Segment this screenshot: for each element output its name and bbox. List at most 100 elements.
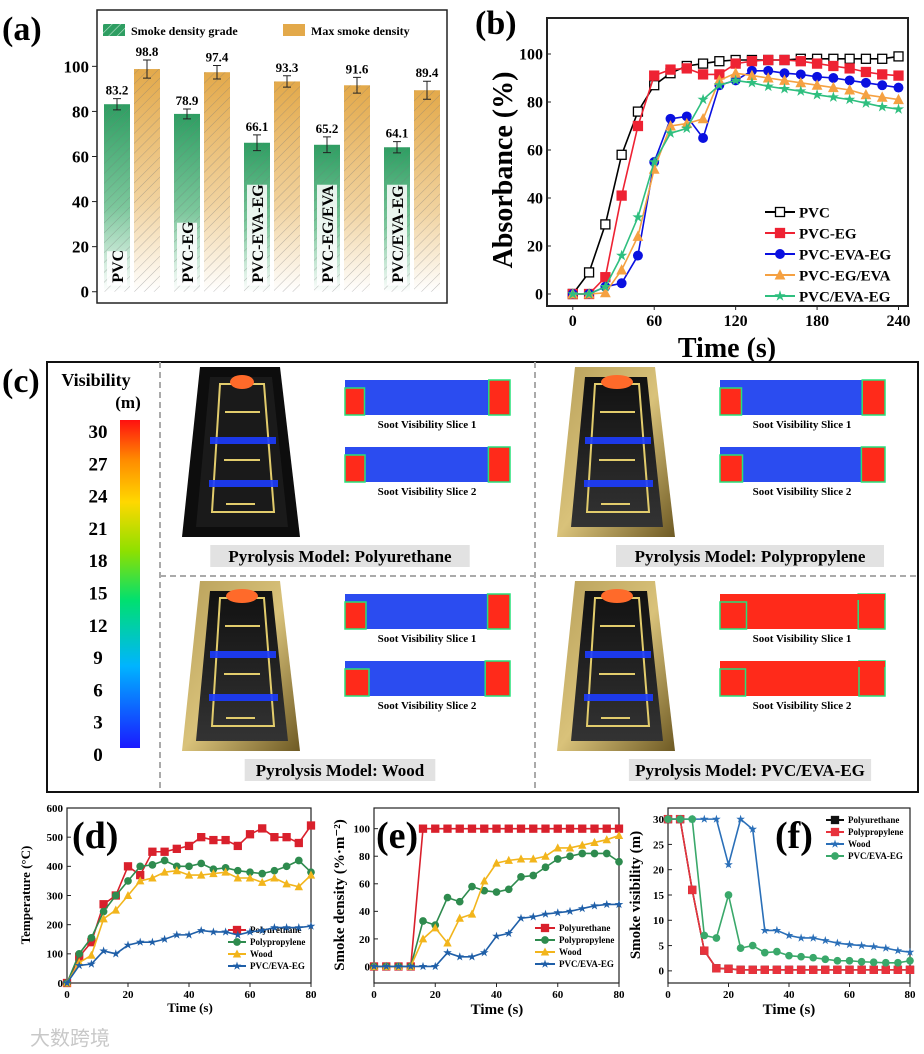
data-point	[418, 961, 428, 971]
data-point	[688, 815, 697, 823]
x-axis-label: Time (s)	[678, 333, 776, 364]
data-point	[730, 74, 742, 86]
data-point	[443, 948, 452, 957]
slice-red-region	[487, 446, 511, 483]
data-point	[528, 912, 538, 921]
fire-source	[601, 375, 633, 389]
data-point	[541, 824, 550, 833]
colorbar-title: Visibility	[61, 370, 130, 390]
data-point	[649, 70, 660, 81]
data-point	[827, 81, 839, 93]
visibility-slice-plane	[585, 651, 651, 658]
data-point	[197, 859, 206, 868]
plot-frame	[546, 17, 909, 307]
legend-label: Polypropylene	[559, 935, 614, 945]
data-point	[381, 961, 391, 971]
colorbar-tick-label: 0	[93, 745, 103, 766]
x-tick-label: 20	[430, 989, 442, 1001]
x-tick-label: 80	[306, 989, 318, 1001]
data-point	[282, 879, 291, 888]
data-point	[406, 961, 416, 971]
panel-label: (d)	[72, 815, 118, 857]
data-point	[492, 888, 501, 896]
data-point	[796, 933, 806, 942]
data-point	[504, 928, 514, 938]
visibility-slice-plane	[210, 651, 276, 658]
slice-red-bottom	[720, 665, 885, 696]
data-point	[160, 847, 169, 856]
data-point	[516, 854, 526, 863]
error-bar	[423, 80, 431, 100]
x-axis-label: Time (s)	[763, 1002, 816, 1018]
data-point	[616, 190, 627, 201]
visibility-slice-plane	[584, 480, 653, 487]
value-label: 93.3	[276, 60, 299, 75]
slice-red-region	[860, 446, 886, 483]
value-label: 83.2	[106, 83, 129, 98]
x-tick-label: 60	[646, 313, 662, 330]
data-point	[282, 923, 291, 932]
bar-hatch	[134, 69, 160, 292]
error-bar	[283, 75, 291, 88]
3d-model-render	[557, 581, 675, 751]
data-point	[245, 873, 255, 882]
data-point	[418, 934, 428, 943]
data-point	[270, 833, 279, 842]
data-point	[697, 112, 709, 124]
data-point	[616, 249, 628, 261]
data-point	[697, 58, 709, 69]
data-point	[492, 931, 501, 940]
x-tick-label: 40	[184, 989, 196, 1001]
x-tick-label: 0	[569, 313, 577, 330]
y-tick-label: 40	[359, 906, 371, 918]
y-tick-label: 15	[653, 890, 665, 902]
data-point	[62, 978, 72, 987]
data-point	[540, 959, 550, 968]
data-point	[602, 824, 611, 833]
data-point	[282, 862, 291, 871]
y-tick-label: 10	[653, 915, 665, 927]
data-point	[748, 965, 757, 974]
slice-label: Soot Visibility Slice 2	[753, 700, 852, 712]
y-tick-label: 0	[659, 966, 665, 978]
data-point	[418, 824, 428, 833]
data-point	[857, 965, 866, 974]
data-point	[467, 952, 477, 961]
x-tick-label: 180	[805, 313, 829, 330]
data-point	[258, 869, 267, 878]
soot-visibility-slice-1	[719, 593, 886, 630]
data-point	[148, 937, 157, 946]
data-point	[774, 227, 786, 239]
data-point	[258, 824, 267, 833]
colorbar-tick-label: 27	[89, 454, 109, 475]
data-point	[87, 933, 96, 942]
data-point	[881, 958, 890, 967]
x-tick-label: 80	[614, 989, 626, 1001]
category-label: PVC/EVA-EG	[390, 185, 407, 283]
slice-background	[720, 447, 885, 482]
legend-label: PVC/EVA-EG	[799, 289, 891, 305]
data-point	[160, 856, 169, 865]
value-label: 78.9	[176, 93, 199, 108]
data-point	[772, 965, 782, 974]
data-point	[172, 866, 181, 875]
data-point	[648, 156, 660, 167]
category-label: PVC-EVA-EG	[250, 184, 267, 283]
x-tick-label: 0	[64, 989, 70, 1001]
x-tick-label: 60	[552, 989, 564, 1001]
data-point	[479, 948, 489, 957]
y-tick-label: 60	[527, 143, 543, 160]
data-point	[774, 269, 786, 280]
model-quadrant: Soot Visibility Slice 1 Soot Visibility S…	[557, 367, 886, 567]
value-label: 65.2	[316, 121, 339, 136]
error-bar	[353, 76, 361, 94]
data-point	[258, 877, 267, 886]
visibility-slice-plane	[585, 437, 651, 444]
slice-red-region	[719, 601, 748, 630]
y-tick-label: 500	[47, 832, 64, 844]
visibility-slice-plane	[209, 694, 278, 701]
y-tick-label: 20	[359, 934, 371, 946]
data-point	[844, 63, 855, 74]
data-point	[632, 250, 643, 261]
